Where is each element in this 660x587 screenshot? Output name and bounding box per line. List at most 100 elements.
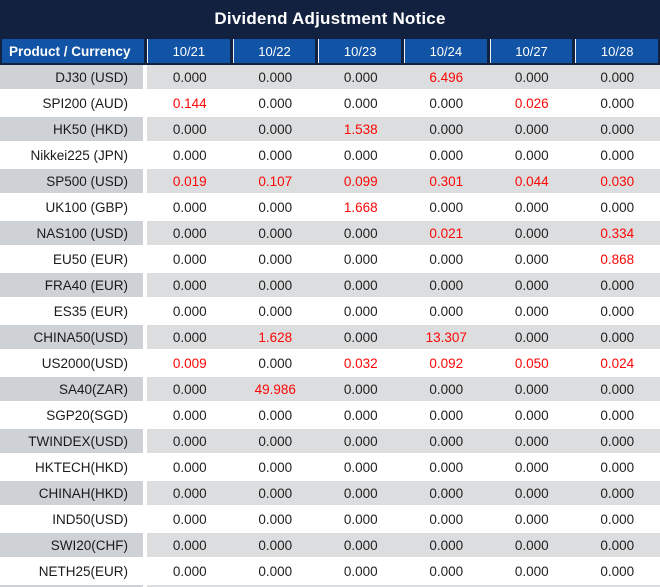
value-cell: 0.000 xyxy=(429,199,464,215)
value-cell: 1.628 xyxy=(258,329,293,345)
value-cell: 0.000 xyxy=(172,251,207,267)
value-cell: 6.496 xyxy=(429,69,464,85)
values-strip: 0.000 0.000 0.000 0.000 0.000 0.868 xyxy=(147,247,660,271)
product-cell: CHINA50(USD) xyxy=(0,325,143,349)
value-cell: 0.000 xyxy=(172,199,207,215)
title-bar: Dividend Adjustment Notice xyxy=(0,0,660,37)
date-header-10-27: 10/27 xyxy=(489,39,573,63)
value-cell: 0.050 xyxy=(514,355,549,371)
value-cell: 0.000 xyxy=(429,563,464,579)
table-row: ES35 (EUR) 0.000 0.000 0.000 0.000 0.000 0.000 xyxy=(0,299,660,323)
value-cell: 0.000 xyxy=(172,277,207,293)
value-cell: 0.000 xyxy=(258,69,293,85)
value-cell: 0.000 xyxy=(343,147,378,163)
values-strip: 0.000 0.000 0.000 0.000 0.000 0.000 xyxy=(147,481,660,505)
product-cell: ES35 (EUR) xyxy=(0,299,143,323)
value-cell: 0.000 xyxy=(343,537,378,553)
value-cell: 0.000 xyxy=(258,511,293,527)
product-cell: SA40(ZAR) xyxy=(0,377,143,401)
value-cell: 0.000 xyxy=(429,511,464,527)
value-cell: 1.538 xyxy=(343,121,378,137)
product-cell: NETH25(EUR) xyxy=(0,559,143,583)
value-cell: 0.092 xyxy=(429,355,464,371)
value-cell: 0.000 xyxy=(172,121,207,137)
date-header-10-21: 10/21 xyxy=(147,39,230,63)
table-row: SPI200 (AUD) 0.144 0.000 0.000 0.000 0.026 0.0… xyxy=(0,91,660,115)
value-cell: 0.000 xyxy=(600,69,635,85)
values-strip: 0.009 0.000 0.032 0.092 0.050 0.024 xyxy=(147,351,660,375)
value-cell: 0.000 xyxy=(172,407,207,423)
value-cell: 0.000 xyxy=(258,563,293,579)
value-cell: 0.000 xyxy=(258,433,293,449)
value-cell: 0.000 xyxy=(514,251,549,267)
value-cell: 0.000 xyxy=(343,225,378,241)
table-header-row: Product / Currency 10/21 10/22 10/23 10/24 1… xyxy=(0,37,660,65)
value-cell: 0.000 xyxy=(514,485,549,501)
value-cell: 0.000 xyxy=(258,147,293,163)
table-row: FRA40 (EUR) 0.000 0.000 0.000 0.000 0.000 0.00… xyxy=(0,273,660,297)
values-strip: 0.000 0.000 0.000 0.000 0.000 0.000 xyxy=(147,143,660,167)
date-header-10-28: 10/28 xyxy=(575,39,659,63)
table-row: HKTECH(HKD) 0.000 0.000 0.000 0.000 0.000 0.00… xyxy=(0,455,660,479)
table-row: EU50 (EUR) 0.000 0.000 0.000 0.000 0.000 0.868 xyxy=(0,247,660,271)
value-cell: 0.000 xyxy=(429,303,464,319)
value-cell: 0.000 xyxy=(258,485,293,501)
value-cell: 0.000 xyxy=(600,459,635,475)
value-cell: 0.024 xyxy=(600,355,635,371)
value-cell: 0.000 xyxy=(343,303,378,319)
value-cell: 0.000 xyxy=(172,147,207,163)
product-cell: SWI20(CHF) xyxy=(0,533,143,557)
table-row: SA40(ZAR) 0.000 49.986 0.000 0.000 0.000 0.000 xyxy=(0,377,660,401)
product-cell: DJ30 (USD) xyxy=(0,65,143,89)
value-cell: 1.668 xyxy=(343,199,378,215)
values-strip: 0.000 0.000 0.000 0.000 0.000 0.000 xyxy=(147,533,660,557)
value-cell: 0.000 xyxy=(514,121,549,137)
value-cell: 0.000 xyxy=(429,121,464,137)
values-strip: 0.000 0.000 0.000 0.000 0.000 0.000 xyxy=(147,299,660,323)
product-cell: CHINAH(HKD) xyxy=(0,481,143,505)
value-cell: 0.000 xyxy=(258,251,293,267)
value-cell: 0.000 xyxy=(600,277,635,293)
value-cell: 0.000 xyxy=(258,95,293,111)
product-cell: NAS100 (USD) xyxy=(0,221,143,245)
value-cell: 0.000 xyxy=(258,277,293,293)
table-row: US2000(USD) 0.009 0.000 0.032 0.092 0.050 0.02… xyxy=(0,351,660,375)
table-row: IND50(USD) 0.000 0.000 0.000 0.000 0.000 0.000 xyxy=(0,507,660,531)
value-cell: 0.000 xyxy=(172,563,207,579)
value-cell: 0.009 xyxy=(172,355,207,371)
values-strip: 0.000 49.986 0.000 0.000 0.000 0.000 xyxy=(147,377,660,401)
value-cell: 0.000 xyxy=(600,433,635,449)
value-cell: 0.000 xyxy=(429,147,464,163)
value-cell: 0.021 xyxy=(429,225,464,241)
value-cell: 0.000 xyxy=(514,225,549,241)
value-cell: 0.000 xyxy=(429,433,464,449)
cutoff-product-cell xyxy=(0,585,143,587)
value-cell: 0.099 xyxy=(343,173,378,189)
value-cell: 0.000 xyxy=(600,199,635,215)
value-cell: 0.000 xyxy=(600,147,635,163)
date-header-10-24: 10/24 xyxy=(404,39,487,63)
cutoff-values-strip xyxy=(147,585,660,587)
value-cell: 0.000 xyxy=(514,199,549,215)
value-cell: 0.000 xyxy=(172,459,207,475)
product-cell: UK100 (GBP) xyxy=(0,195,143,219)
value-cell: 0.000 xyxy=(343,511,378,527)
value-cell: 0.000 xyxy=(514,433,549,449)
table-row: DJ30 (USD) 0.000 0.000 0.000 6.496 0.000 0.000 xyxy=(0,65,660,89)
product-cell: TWINDEX(USD) xyxy=(0,429,143,453)
value-cell: 0.000 xyxy=(600,537,635,553)
values-strip: 0.000 0.000 0.000 0.000 0.000 0.000 xyxy=(147,455,660,479)
table-row: SGP20(SGD) 0.000 0.000 0.000 0.000 0.000 0.000 xyxy=(0,403,660,427)
value-cell: 0.030 xyxy=(600,173,635,189)
value-cell: 49.986 xyxy=(254,381,296,397)
value-cell: 0.000 xyxy=(258,121,293,137)
date-header-10-22: 10/22 xyxy=(232,39,316,63)
value-cell: 0.000 xyxy=(514,381,549,397)
product-cell: US2000(USD) xyxy=(0,351,143,375)
value-cell: 0.000 xyxy=(600,381,635,397)
value-cell: 0.000 xyxy=(258,537,293,553)
product-cell: SP500 (USD) xyxy=(0,169,143,193)
value-cell: 0.000 xyxy=(514,563,549,579)
table-row: Nikkei225 (JPN) 0.000 0.000 0.000 0.000 0.000… xyxy=(0,143,660,167)
